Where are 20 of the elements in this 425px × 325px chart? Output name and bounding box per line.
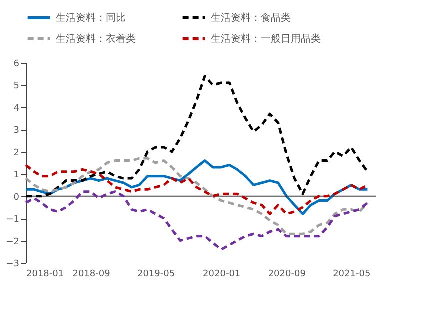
legend-label: 生活资料：衣着类 — [56, 33, 136, 45]
x-tick-label: 2020-01 — [203, 270, 241, 280]
x-tick-label: 2021-05 — [333, 270, 371, 280]
y-tick-label: 1 — [14, 170, 20, 181]
y-tick-label: −3 — [6, 260, 20, 270]
y-tick-label: −1 — [6, 215, 20, 226]
y-tick-label: 4 — [14, 104, 20, 114]
x-tick-label: 2020-09 — [268, 270, 306, 280]
legend-label: 生活资料：一般日用品类 — [211, 33, 321, 45]
x-tick-label: 2018-09 — [72, 270, 111, 280]
x-tick-label: 2018-01 — [26, 270, 64, 280]
y-tick-label: 6 — [14, 60, 20, 70]
y-tick-label: 3 — [14, 126, 20, 136]
y-tick-label: 5 — [14, 82, 20, 92]
y-tick-label: −2 — [6, 237, 20, 248]
legend-label: 生活资料：同比 — [56, 12, 126, 24]
y-tick-label: 0 — [14, 192, 20, 203]
x-tick-label: 2019-05 — [137, 270, 176, 280]
y-tick-label: 2 — [14, 148, 20, 158]
legend-label: 生活资料：食品类 — [211, 12, 291, 24]
